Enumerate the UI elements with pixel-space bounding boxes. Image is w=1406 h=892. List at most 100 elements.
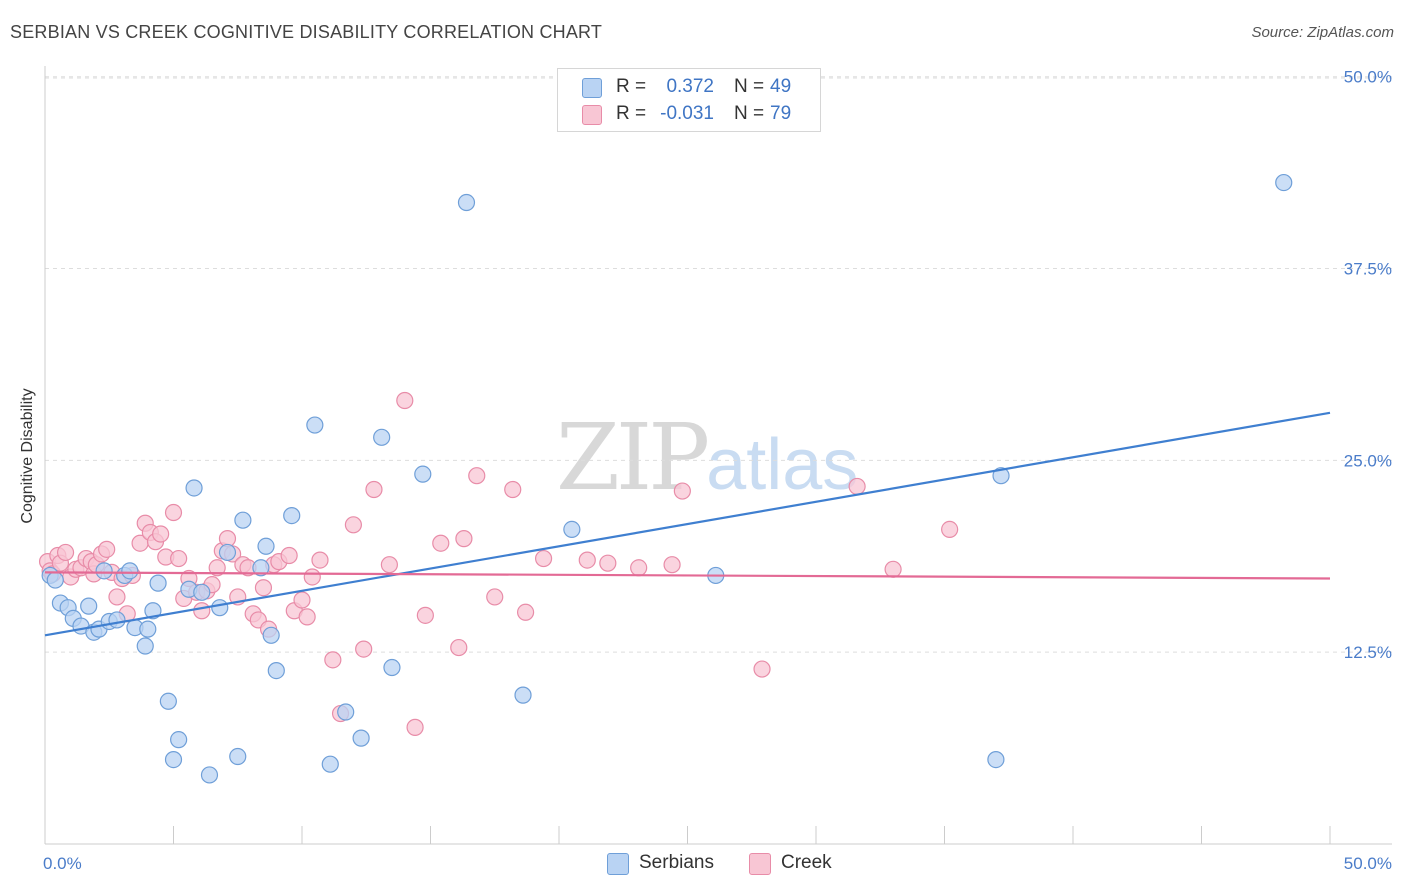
- creek-point-68: [516, 603, 535, 621]
- creek-point-73: [663, 556, 681, 574]
- creek-point-69: [534, 549, 553, 568]
- x-tick-label-1: 50.0%: [1344, 854, 1392, 873]
- creek-point-31: [193, 602, 211, 620]
- serbians-point-27: [218, 543, 237, 562]
- creek-point-72: [630, 559, 648, 577]
- creek-point-16: [108, 588, 126, 606]
- creek-point-57: [365, 480, 383, 499]
- serbians-point-42: [457, 193, 476, 212]
- legend-swatch-serbians: [582, 78, 602, 98]
- creek-point-67: [504, 480, 522, 499]
- creek-point-55: [344, 516, 362, 534]
- serbians-point-30: [252, 559, 270, 577]
- creek-trend-line: [44, 571, 1331, 580]
- serbians-point-38: [352, 729, 370, 747]
- creek-point-52: [311, 551, 329, 569]
- serbians-point-13: [121, 562, 139, 580]
- serbians-point-34: [283, 506, 301, 525]
- creek-point-56: [355, 640, 373, 658]
- watermark-atlas: atlas: [706, 425, 859, 505]
- serbians-point-18: [149, 574, 167, 592]
- y-tick-label-2: 37.5%: [1344, 260, 1392, 279]
- serbians-point-15: [136, 637, 154, 655]
- serbians-point-32: [262, 626, 280, 644]
- serbians-point-47: [992, 467, 1010, 485]
- creek-point-43: [254, 579, 273, 597]
- bottom-legend-label-serbians: Serbians: [639, 852, 714, 873]
- serbians-point-40: [383, 658, 401, 677]
- serbians-point-26: [211, 599, 229, 617]
- serbians-point-36: [321, 755, 339, 773]
- serbians-point-41: [414, 465, 432, 483]
- legend-r-label: R =: [616, 103, 647, 124]
- serbians-point-43: [514, 686, 532, 704]
- creek-point-47: [280, 546, 298, 565]
- creek-point-63: [450, 638, 468, 657]
- serbians-point-33: [267, 661, 285, 680]
- serbians-point-48: [1275, 173, 1293, 192]
- legend-n-label: N =: [734, 103, 765, 124]
- bottom-legend-label-creek: Creek: [781, 852, 832, 873]
- serbians-point-35: [306, 416, 324, 434]
- creek-points: [38, 391, 959, 736]
- legend-row-creek: R = -0.031 N = 79: [558, 102, 820, 128]
- creek-point-51: [303, 568, 321, 586]
- creek-point-74: [673, 482, 691, 500]
- y-tick-label-3: 50.0%: [1344, 68, 1392, 87]
- legend-swatch-creek: [582, 105, 602, 125]
- serbians-point-23: [185, 479, 203, 497]
- bottom-legend-swatch-creek: [749, 853, 771, 875]
- y-tick-label-1: 25.0%: [1344, 451, 1392, 470]
- creek-point-76: [848, 477, 866, 496]
- trend-lines: [44, 411, 1331, 637]
- creek-point-27: [170, 549, 188, 568]
- creek-point-5: [56, 543, 75, 562]
- creek-point-26: [164, 503, 183, 522]
- creek-point-62: [432, 534, 450, 552]
- creek-point-64: [455, 530, 473, 548]
- serbians-point-21: [170, 731, 188, 749]
- legend-n-value-creek: 79: [770, 103, 792, 124]
- serbians-point-37: [337, 703, 355, 721]
- creek-point-24: [152, 525, 170, 543]
- bottom-legend-swatch-serbians: [607, 853, 629, 875]
- serbians-point-19: [159, 692, 177, 710]
- serbians-point-16: [139, 620, 157, 638]
- creek-point-71: [599, 554, 617, 572]
- creek-point-70: [578, 551, 596, 569]
- creek-point-78: [941, 520, 959, 539]
- legend-row-serbians: R = 0.372 N = 49: [558, 75, 820, 101]
- legend: R = 0.372 N = 49 R = -0.031 N = 79: [557, 68, 821, 132]
- creek-point-49: [293, 591, 311, 609]
- serbians-point-24: [193, 583, 211, 601]
- serbians-trend-line: [44, 411, 1331, 637]
- y-tick-label-0: 12.5%: [1344, 643, 1392, 662]
- legend-r-value-creek: -0.031: [660, 103, 714, 124]
- creek-point-66: [486, 588, 504, 606]
- serbians-point-20: [164, 750, 183, 769]
- serbians-points: [41, 173, 1293, 784]
- creek-point-61: [416, 606, 434, 624]
- chart-title: SERBIAN VS CREEK COGNITIVE DISABILITY CO…: [10, 22, 603, 42]
- creek-point-50: [298, 608, 316, 626]
- tick-labels: 12.5% 25.0% 37.5% 50.0% 0.0% 50.0%: [43, 68, 1392, 873]
- legend-n-label: N =: [734, 76, 765, 97]
- serbians-point-39: [373, 428, 391, 446]
- serbians-point-11: [108, 611, 126, 629]
- serbians-point-9: [95, 562, 113, 580]
- creek-point-60: [406, 718, 424, 736]
- serbians-point-46: [987, 750, 1005, 769]
- creek-point-65: [468, 467, 486, 485]
- creek-point-77: [884, 560, 902, 578]
- serbians-point-31: [257, 537, 275, 555]
- serbians-point-6: [80, 597, 98, 615]
- creek-point-58: [380, 556, 398, 574]
- creek-point-34: [208, 559, 226, 577]
- creek-point-53: [324, 651, 342, 669]
- legend-r-value-serbians: 0.372: [666, 76, 714, 97]
- serbians-point-17: [144, 602, 162, 620]
- serbians-point-28: [229, 747, 247, 766]
- creek-point-14: [98, 540, 116, 558]
- serbians-point-29: [234, 511, 252, 529]
